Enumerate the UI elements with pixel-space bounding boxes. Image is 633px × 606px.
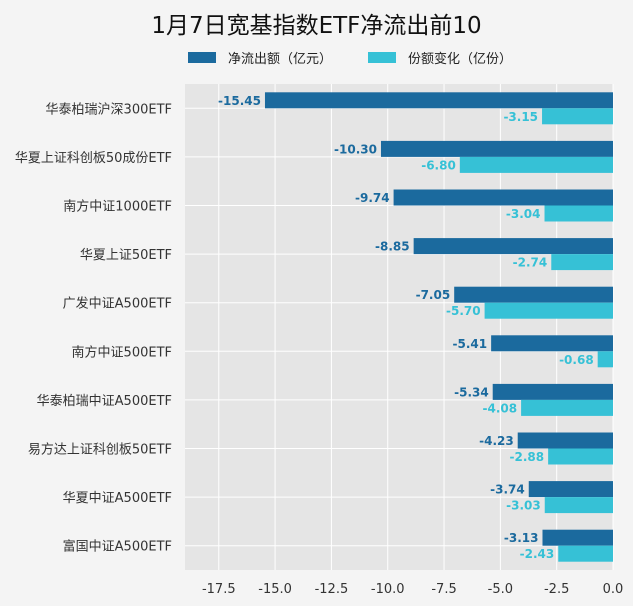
data-label-outflow: -8.85 [375, 240, 410, 254]
bar-shares [597, 351, 613, 368]
category-label: 南方中证1000ETF [63, 199, 172, 215]
chart-title: 1月7日宽基指数ETF净流出前10 [151, 13, 482, 39]
bar-shares [558, 545, 613, 562]
x-tick-label: -7.5 [431, 582, 456, 597]
data-label-shares: -0.68 [559, 353, 594, 367]
bar-outflow [528, 481, 613, 498]
data-label-shares: -2.43 [520, 547, 555, 561]
bar-outflow [542, 529, 613, 546]
bar-shares [548, 448, 613, 465]
data-label-shares: -4.08 [482, 401, 517, 415]
bar-outflow [380, 140, 613, 157]
bar-shares [542, 108, 613, 125]
category-label: 华夏上证50ETF [80, 248, 172, 263]
data-label-shares: -3.04 [506, 207, 541, 221]
data-label-outflow: -5.41 [453, 337, 488, 351]
bar-shares [521, 399, 613, 416]
data-label-shares: -2.74 [513, 256, 548, 270]
x-tick-label: -5.0 [488, 582, 513, 597]
legend-swatch-outflow [188, 52, 216, 63]
legend-item-outflow: 净流出额（亿元） [188, 48, 332, 67]
bar-shares [544, 205, 613, 222]
bar-outflow [454, 286, 613, 303]
category-label: 南方中证500ETF [72, 344, 172, 360]
data-label-outflow: -3.13 [504, 531, 539, 545]
legend-swatch-shares [368, 52, 397, 63]
bar-shares [551, 254, 613, 271]
x-tick-label: -2.5 [544, 582, 569, 597]
data-label-outflow: -4.23 [479, 434, 514, 448]
category-label: 广发中证A500ETF [63, 296, 172, 312]
bar-shares [459, 156, 613, 173]
bar-outflow [264, 92, 613, 109]
data-label-shares: -3.15 [503, 110, 538, 124]
data-label-shares: -6.80 [421, 158, 456, 172]
bar-shares [484, 302, 613, 319]
category-label: 华夏上证科创板50成份ETF [15, 151, 172, 166]
legend-label-shares: 份额变化（亿份） [408, 52, 513, 67]
data-label-shares: -5.70 [446, 304, 481, 318]
x-tick-label: -15.0 [258, 582, 292, 597]
category-label: 易方达上证科创板50ETF [28, 442, 172, 458]
category-label: 富国中证A500ETF [63, 539, 172, 555]
legend: 净流出额（亿元） 份额变化（亿份） [188, 48, 548, 67]
data-label-outflow: -5.34 [454, 385, 489, 399]
data-label-outflow: -7.05 [416, 288, 451, 302]
data-label-outflow: -3.74 [490, 483, 525, 497]
legend-label-outflow: 净流出额（亿元） [228, 52, 333, 67]
data-label-outflow: -10.30 [334, 142, 377, 156]
x-tick-label: 0.0 [603, 582, 624, 597]
category-label: 华泰柏瑞中证A500ETF [37, 394, 172, 409]
bar-outflow [393, 189, 613, 206]
bar-outflow [491, 335, 613, 352]
bar-outflow [517, 432, 613, 449]
category-label: 华夏中证A500ETF [63, 491, 172, 506]
legend-item-shares: 份额变化（亿份） [368, 48, 512, 67]
data-label-outflow: -9.74 [355, 191, 390, 205]
bar-outflow [413, 238, 613, 255]
data-label-shares: -2.88 [510, 450, 545, 464]
x-tick-label: -12.5 [315, 582, 349, 597]
data-label-outflow: -15.45 [218, 94, 261, 108]
bar-outflow [492, 383, 613, 400]
x-tick-label: -10.0 [371, 582, 405, 597]
data-label-shares: -3.03 [506, 499, 541, 513]
category-label: 华泰柏瑞沪深300ETF [46, 101, 172, 117]
x-tick-label: -17.5 [202, 582, 236, 597]
bar-shares [544, 497, 613, 514]
